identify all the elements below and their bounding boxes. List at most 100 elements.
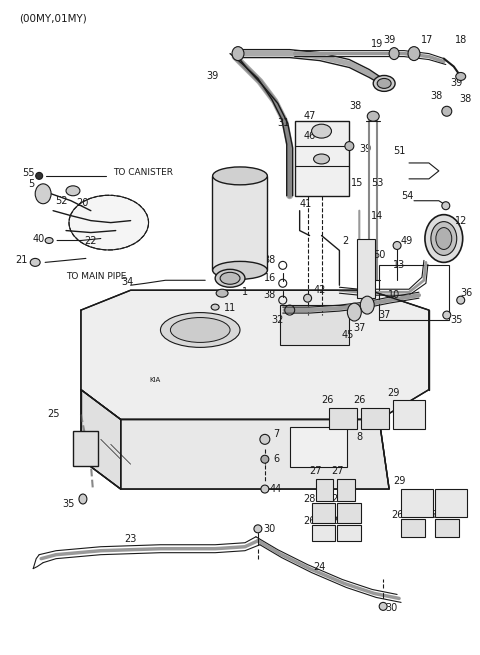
Text: 35: 35: [451, 315, 463, 325]
Text: 26: 26: [303, 516, 316, 526]
Text: 8: 8: [356, 432, 362, 442]
Ellipse shape: [443, 311, 451, 319]
Ellipse shape: [379, 603, 387, 610]
Text: 53: 53: [371, 178, 384, 188]
Bar: [337, 503, 361, 523]
Bar: [212, 176, 267, 271]
Ellipse shape: [213, 261, 267, 279]
Text: 39: 39: [359, 144, 372, 154]
Text: 29: 29: [387, 388, 399, 398]
Text: 15: 15: [351, 178, 363, 188]
Text: 45: 45: [341, 330, 354, 340]
Text: 18: 18: [455, 35, 467, 45]
Ellipse shape: [312, 124, 332, 138]
Text: 7: 7: [274, 430, 280, 440]
Text: 11: 11: [224, 303, 236, 313]
Text: 46: 46: [303, 131, 316, 141]
Text: 47: 47: [303, 111, 316, 121]
Ellipse shape: [69, 195, 148, 250]
Ellipse shape: [393, 242, 401, 250]
Ellipse shape: [345, 141, 354, 151]
Text: 25: 25: [47, 409, 60, 419]
Bar: [357, 238, 375, 298]
Text: 32: 32: [272, 315, 284, 325]
Bar: [379, 265, 449, 320]
Ellipse shape: [442, 106, 452, 116]
Ellipse shape: [211, 304, 219, 310]
Text: 14: 14: [371, 211, 384, 221]
Ellipse shape: [261, 485, 269, 493]
Bar: [329, 407, 357, 430]
Text: 39: 39: [383, 35, 395, 45]
Text: 51: 51: [393, 146, 405, 156]
Text: 39: 39: [206, 71, 218, 81]
Ellipse shape: [36, 172, 43, 179]
Bar: [361, 407, 389, 430]
Text: 38: 38: [264, 255, 276, 265]
Text: 30: 30: [385, 603, 397, 613]
Ellipse shape: [170, 318, 230, 343]
Text: 36: 36: [460, 288, 473, 298]
Text: 42: 42: [313, 285, 326, 295]
Polygon shape: [81, 290, 429, 419]
Bar: [337, 525, 361, 541]
Text: 38: 38: [349, 102, 361, 111]
Text: 44: 44: [270, 484, 282, 494]
Text: 35: 35: [63, 499, 75, 509]
Ellipse shape: [215, 269, 245, 288]
Text: 5: 5: [28, 179, 35, 189]
Bar: [401, 489, 433, 517]
Text: 50: 50: [373, 250, 385, 261]
Text: 26: 26: [353, 394, 365, 405]
Text: 40: 40: [33, 234, 45, 244]
Text: 38: 38: [264, 290, 276, 300]
Text: 27: 27: [309, 466, 322, 476]
Bar: [312, 503, 336, 523]
Ellipse shape: [431, 221, 457, 255]
Text: 10: 10: [388, 290, 400, 300]
Ellipse shape: [260, 434, 270, 444]
Text: 12: 12: [455, 215, 467, 225]
Bar: [401, 519, 425, 537]
Bar: [315, 479, 334, 501]
Text: 37: 37: [353, 323, 365, 333]
Bar: [280, 305, 349, 345]
Text: 24: 24: [313, 561, 326, 572]
Ellipse shape: [30, 259, 40, 267]
Text: 27: 27: [331, 466, 344, 476]
Ellipse shape: [348, 303, 361, 321]
Ellipse shape: [254, 525, 262, 533]
Ellipse shape: [216, 290, 228, 297]
Ellipse shape: [442, 202, 450, 210]
Text: 29: 29: [393, 476, 405, 486]
Text: 22: 22: [84, 236, 97, 246]
Text: 26: 26: [321, 394, 334, 405]
Ellipse shape: [367, 111, 379, 121]
Text: KIA: KIA: [150, 377, 161, 383]
Ellipse shape: [436, 227, 452, 250]
Text: 26: 26: [425, 510, 437, 520]
Text: 2: 2: [342, 236, 348, 246]
Text: 1: 1: [242, 287, 248, 297]
Text: 16: 16: [264, 273, 276, 283]
Polygon shape: [120, 419, 389, 489]
Ellipse shape: [304, 294, 312, 302]
Ellipse shape: [313, 154, 329, 164]
Text: 38: 38: [459, 94, 472, 104]
Ellipse shape: [232, 47, 244, 60]
Ellipse shape: [213, 167, 267, 185]
Ellipse shape: [389, 48, 399, 60]
Text: 38: 38: [431, 91, 443, 102]
Bar: [337, 479, 355, 501]
Ellipse shape: [261, 455, 269, 463]
Bar: [295, 121, 349, 196]
Bar: [435, 489, 467, 517]
Text: 41: 41: [300, 198, 312, 209]
Text: 52: 52: [55, 196, 67, 206]
Text: 37: 37: [378, 310, 390, 320]
Bar: [73, 432, 98, 466]
Text: 28: 28: [303, 494, 316, 504]
Ellipse shape: [377, 79, 391, 88]
Text: 31: 31: [277, 118, 290, 128]
Text: 49: 49: [401, 236, 413, 246]
